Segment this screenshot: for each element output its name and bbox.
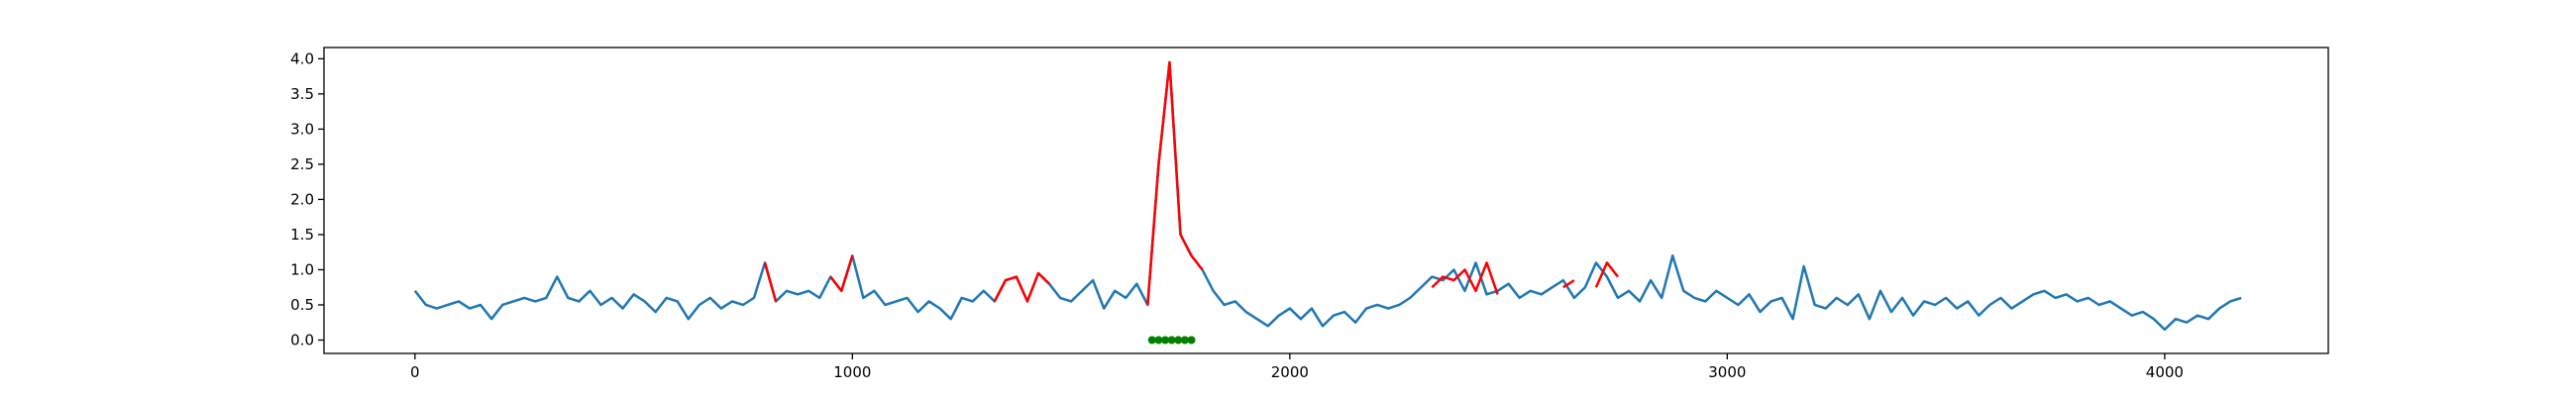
data-line: [413, 60, 2242, 332]
data-line: [1562, 279, 1575, 289]
y-tick-label: 2.0: [290, 190, 314, 208]
data-point: [1161, 336, 1170, 345]
data-point: [1147, 336, 1156, 345]
data-point: [1174, 336, 1183, 345]
y-tick-label: 4.0: [290, 50, 314, 67]
data-line: [1146, 60, 1204, 306]
data-line: [993, 271, 1050, 303]
y-tick-label: 2.5: [290, 155, 314, 173]
x-tick-label: 0: [410, 363, 420, 381]
x-tick-label: 4000: [2146, 363, 2184, 381]
y-tick-label: 3.0: [290, 120, 314, 138]
data-line: [1594, 261, 1619, 288]
data-line: [763, 262, 778, 302]
data-point: [1154, 336, 1163, 345]
x-tick-label: 3000: [1708, 363, 1746, 381]
y-tick-label: 0.5: [290, 296, 314, 314]
x-tick-label: 1000: [833, 363, 871, 381]
data-line: [829, 254, 854, 293]
data-line: [1431, 261, 1499, 295]
y-tick-label: 0.0: [290, 332, 314, 349]
y-tick-label: 1.0: [290, 260, 314, 278]
y-tick-label: 3.5: [290, 85, 314, 103]
data-point: [1167, 336, 1176, 345]
x-tick-label: 2000: [1271, 363, 1309, 381]
data-point: [1187, 336, 1196, 345]
y-tick-label: 1.5: [290, 226, 314, 244]
data-point: [1180, 336, 1189, 345]
plot-frame: [323, 47, 2329, 354]
